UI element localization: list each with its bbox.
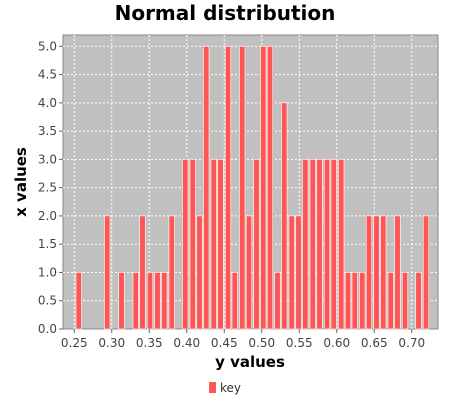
- x-axis: 0.25 0.30 0.35 0.40 0.45 0.50 0.55 0.60 0.65 0.70: [61, 329, 425, 350]
- histogram-bar: [394, 215, 401, 330]
- histogram-bar: [168, 215, 175, 330]
- bars-group: [75, 46, 430, 330]
- histogram-bar: [422, 215, 430, 330]
- histogram-bar: [266, 46, 274, 330]
- y-tick-label: 4.0: [38, 96, 57, 110]
- legend: key: [209, 381, 241, 395]
- legend-swatch: [209, 382, 216, 393]
- x-tick-label: 0.55: [286, 336, 313, 350]
- legend-label: key: [220, 381, 241, 395]
- histogram-bar: [231, 272, 238, 330]
- histogram-bar: [387, 272, 394, 330]
- histogram-bar: [210, 159, 217, 330]
- histogram-bar: [338, 159, 345, 330]
- histogram-bar: [139, 215, 146, 330]
- y-tick-label: 1.5: [38, 237, 57, 251]
- histogram-bar: [373, 215, 380, 330]
- histogram-bar: [104, 215, 111, 330]
- y-axis-title: x values: [12, 147, 30, 217]
- histogram-bar: [295, 215, 302, 330]
- histogram-bar: [161, 272, 168, 330]
- y-tick-label: 4.5: [38, 68, 57, 82]
- y-tick-label: 5.0: [38, 39, 57, 53]
- histogram-bar: [146, 272, 154, 330]
- histogram-bar: [281, 102, 288, 330]
- histogram-bar: [274, 272, 281, 330]
- x-tick-label: 0.25: [61, 336, 88, 350]
- histogram-bar: [253, 159, 260, 330]
- histogram-bar: [203, 46, 210, 330]
- histogram-bar: [260, 46, 267, 330]
- histogram-bar: [401, 272, 409, 330]
- histogram-bar: [316, 159, 323, 330]
- histogram-bar: [182, 159, 189, 330]
- y-tick-label: 2.5: [38, 181, 57, 195]
- x-tick-label: 0.45: [211, 336, 238, 350]
- y-tick-label: 1.0: [38, 265, 57, 279]
- histogram-bar: [196, 215, 203, 330]
- y-tick-label: 0.5: [38, 294, 57, 308]
- histogram-bar: [245, 215, 253, 330]
- y-tick-label: 0.0: [38, 322, 57, 336]
- histogram-bar: [288, 215, 295, 330]
- x-tick-label: 0.40: [173, 336, 200, 350]
- histogram-bar: [359, 272, 366, 330]
- histogram-bar: [154, 272, 161, 330]
- x-tick-label: 0.70: [398, 336, 425, 350]
- x-tick-label: 0.65: [361, 336, 388, 350]
- histogram-bar: [75, 272, 82, 330]
- histogram-bar: [217, 159, 224, 330]
- histogram-bar: [330, 159, 337, 330]
- histogram-bar: [118, 272, 125, 330]
- x-tick-label: 0.30: [98, 336, 125, 350]
- y-axis: 0.0 0.5 1.0 1.5 2.0 2.5 3.0 3.5 4.0 4.5 5.0: [38, 39, 63, 336]
- y-tick-label: 3.0: [38, 152, 57, 166]
- y-tick-label: 2.0: [38, 209, 57, 223]
- histogram-bar: [189, 159, 196, 330]
- histogram-bar: [323, 159, 331, 330]
- x-tick-label: 0.50: [248, 336, 275, 350]
- histogram-bar: [239, 46, 246, 330]
- histogram-bar: [344, 272, 352, 330]
- histogram-bar: [351, 272, 358, 330]
- histogram-bar: [224, 46, 232, 330]
- x-axis-title: y values: [215, 353, 285, 371]
- x-tick-label: 0.60: [323, 336, 350, 350]
- y-tick-label: 3.5: [38, 124, 57, 138]
- histogram-bar: [380, 215, 387, 330]
- histogram-bar: [365, 215, 373, 330]
- x-tick-label: 0.35: [136, 336, 163, 350]
- histogram-bar: [415, 272, 422, 330]
- histogram-bar: [132, 272, 139, 330]
- chart-title: Normal distribution: [115, 1, 336, 25]
- histogram-bar: [302, 159, 309, 330]
- histogram-bar: [309, 159, 316, 330]
